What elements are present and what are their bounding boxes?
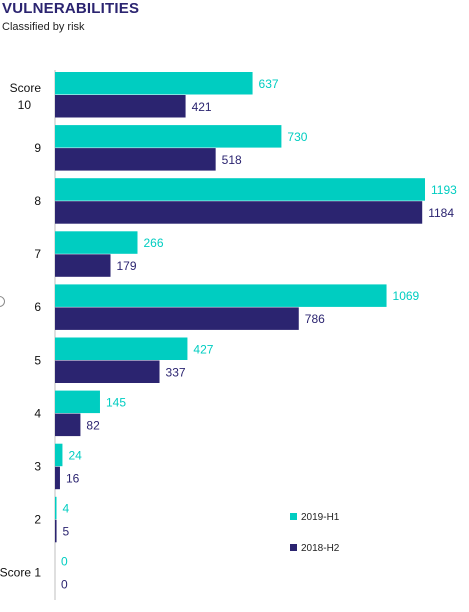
bar-2018-h2	[55, 148, 216, 171]
data-label: 179	[117, 259, 137, 273]
data-label: 82	[86, 418, 100, 432]
data-label: 5	[63, 525, 70, 539]
bar-2019-h1	[55, 125, 282, 148]
bar-2018-h2	[55, 201, 423, 224]
chart-title: VULNERABILITIES	[2, 0, 140, 17]
data-label: 427	[193, 342, 213, 356]
category-label: 4	[34, 406, 41, 420]
category-label: 3	[34, 459, 41, 473]
data-label: 1184	[428, 206, 454, 220]
category-label: 7	[34, 247, 41, 261]
category-label: 8	[34, 194, 41, 208]
bar-2019-h1	[55, 72, 253, 95]
bar-2018-h2	[55, 360, 160, 383]
data-label: 266	[143, 236, 163, 250]
legend-label: 2019-H1	[301, 512, 340, 523]
category-label: 9	[34, 141, 41, 155]
data-label: 0	[61, 555, 68, 569]
data-label: 730	[287, 130, 307, 144]
data-label: 4	[63, 502, 70, 516]
data-label: 24	[68, 448, 82, 462]
legend-swatch	[290, 513, 297, 520]
legend-swatch	[290, 544, 297, 551]
data-label: 637	[259, 77, 279, 91]
data-label: 421	[192, 100, 212, 114]
bar-2018-h2	[55, 519, 57, 543]
data-label: 145	[106, 395, 126, 409]
bar-2019-h1	[55, 284, 387, 307]
data-label: 0	[61, 578, 68, 592]
bar-2019-h1	[55, 496, 57, 520]
legend-label: 2018-H2	[301, 543, 340, 554]
bar-2018-h2	[55, 307, 299, 330]
bar-2019-h1	[55, 443, 63, 467]
bar-2019-h1	[55, 390, 100, 414]
data-label: 1193	[431, 183, 457, 197]
category-label: Score 1	[0, 566, 41, 580]
category-label: 2	[34, 513, 41, 527]
data-label: 16	[66, 471, 80, 485]
data-label: 786	[305, 312, 325, 326]
bar-2018-h2	[55, 95, 186, 118]
category-label: 5	[34, 353, 41, 367]
bar-2018-h2	[55, 254, 111, 277]
bar-2019-h1	[55, 231, 138, 254]
chart-subtitle: Classified by risk	[2, 21, 85, 33]
bar-2019-h1	[55, 178, 425, 201]
data-label: 337	[166, 365, 186, 379]
data-label: 1069	[393, 289, 420, 303]
data-label: 518	[222, 153, 242, 167]
bar-2019-h1	[55, 337, 188, 360]
category-label: Score 10	[10, 81, 42, 112]
category-label: 6	[34, 300, 41, 314]
bar-2018-h2	[55, 413, 81, 437]
bar-2018-h2	[55, 466, 60, 490]
